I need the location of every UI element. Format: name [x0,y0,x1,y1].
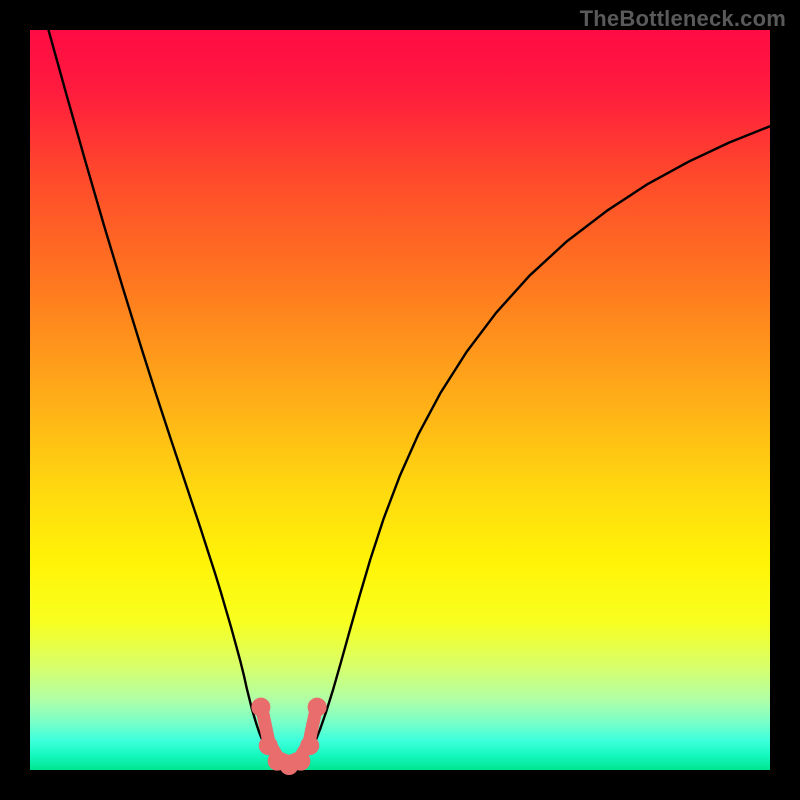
data-marker [259,737,277,755]
data-marker [308,698,326,716]
data-marker [292,752,310,770]
bottleneck-chart [0,0,800,800]
watermark-text: TheBottleneck.com [580,6,786,32]
chart-frame: TheBottleneck.com [0,0,800,800]
data-marker [252,698,270,716]
data-marker [301,737,319,755]
gradient-background [30,30,770,770]
